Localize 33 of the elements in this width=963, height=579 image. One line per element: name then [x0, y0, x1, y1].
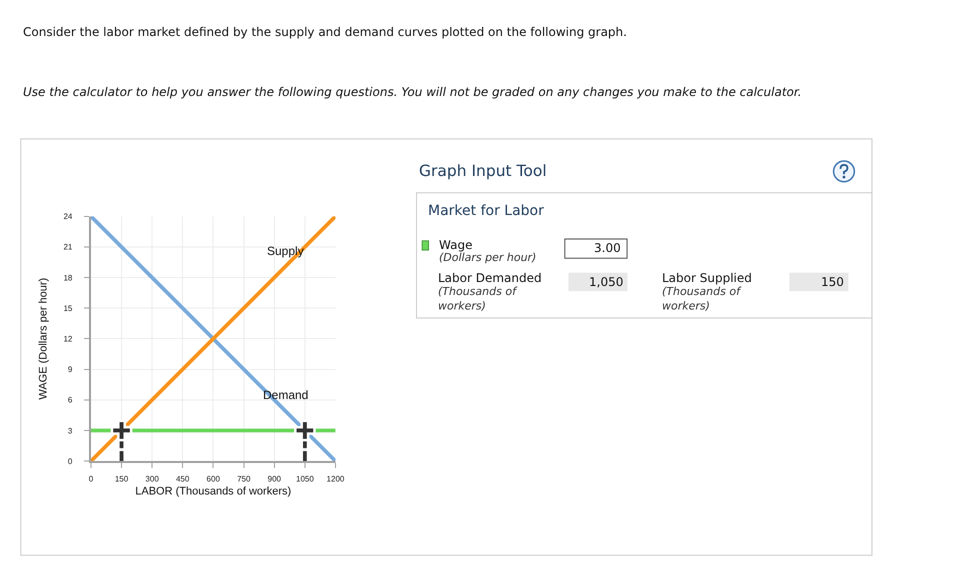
- text: Market for Labor: [428, 203, 544, 219]
- y-tick-label: 3: [68, 426, 73, 436]
- y-tick-label: 21: [63, 242, 73, 252]
- text: 1,050: [589, 275, 624, 289]
- x-axis-title: LABOR (Thousands of workers): [135, 485, 292, 498]
- x-tick-label: 750: [237, 474, 251, 484]
- x-tick-label: 600: [206, 474, 220, 484]
- y-tick-label: 15: [63, 304, 73, 313]
- x-tick-label: 450: [176, 474, 190, 484]
- x-tick-label: 900: [268, 474, 282, 484]
- y-tick-label: 9: [68, 365, 73, 374]
- x-tick-label: 1200: [326, 474, 345, 484]
- y-tick-label: 0: [68, 456, 73, 466]
- x-tick-label: 0: [88, 474, 94, 484]
- text: Labor Supplied: [662, 271, 752, 285]
- text: 3.00: [594, 241, 621, 255]
- y-tick-label: 12: [63, 334, 73, 344]
- x-tick-label: 150: [114, 474, 129, 484]
- y-axis-title: WAGE (Dollars per hour): [38, 278, 50, 400]
- x-tick-label: 1050: [296, 474, 314, 484]
- text: Use the calculator to help you answer the following questions. You will not be graded on any changes you make to the calculator.: [23, 85, 802, 99]
- text: Wage: [439, 238, 472, 252]
- text: (Thousands of workers): [438, 285, 518, 312]
- text: (Dollars per hour): [439, 251, 536, 264]
- text: 150: [821, 275, 844, 289]
- chart-title: Consider the labor market defined by the supply and demand curves plotted on the following graph.: [23, 25, 627, 39]
- text: (Thousands of workers): [662, 285, 742, 312]
- y-tick-label: 18: [63, 273, 73, 282]
- y-tick-label: 24: [63, 212, 73, 222]
- y-tick-label: 6: [68, 396, 73, 405]
- text: Graph Input Tool: [419, 162, 547, 180]
- x-tick-label: 300: [145, 474, 160, 484]
- text: Labor Demanded: [438, 271, 542, 285]
